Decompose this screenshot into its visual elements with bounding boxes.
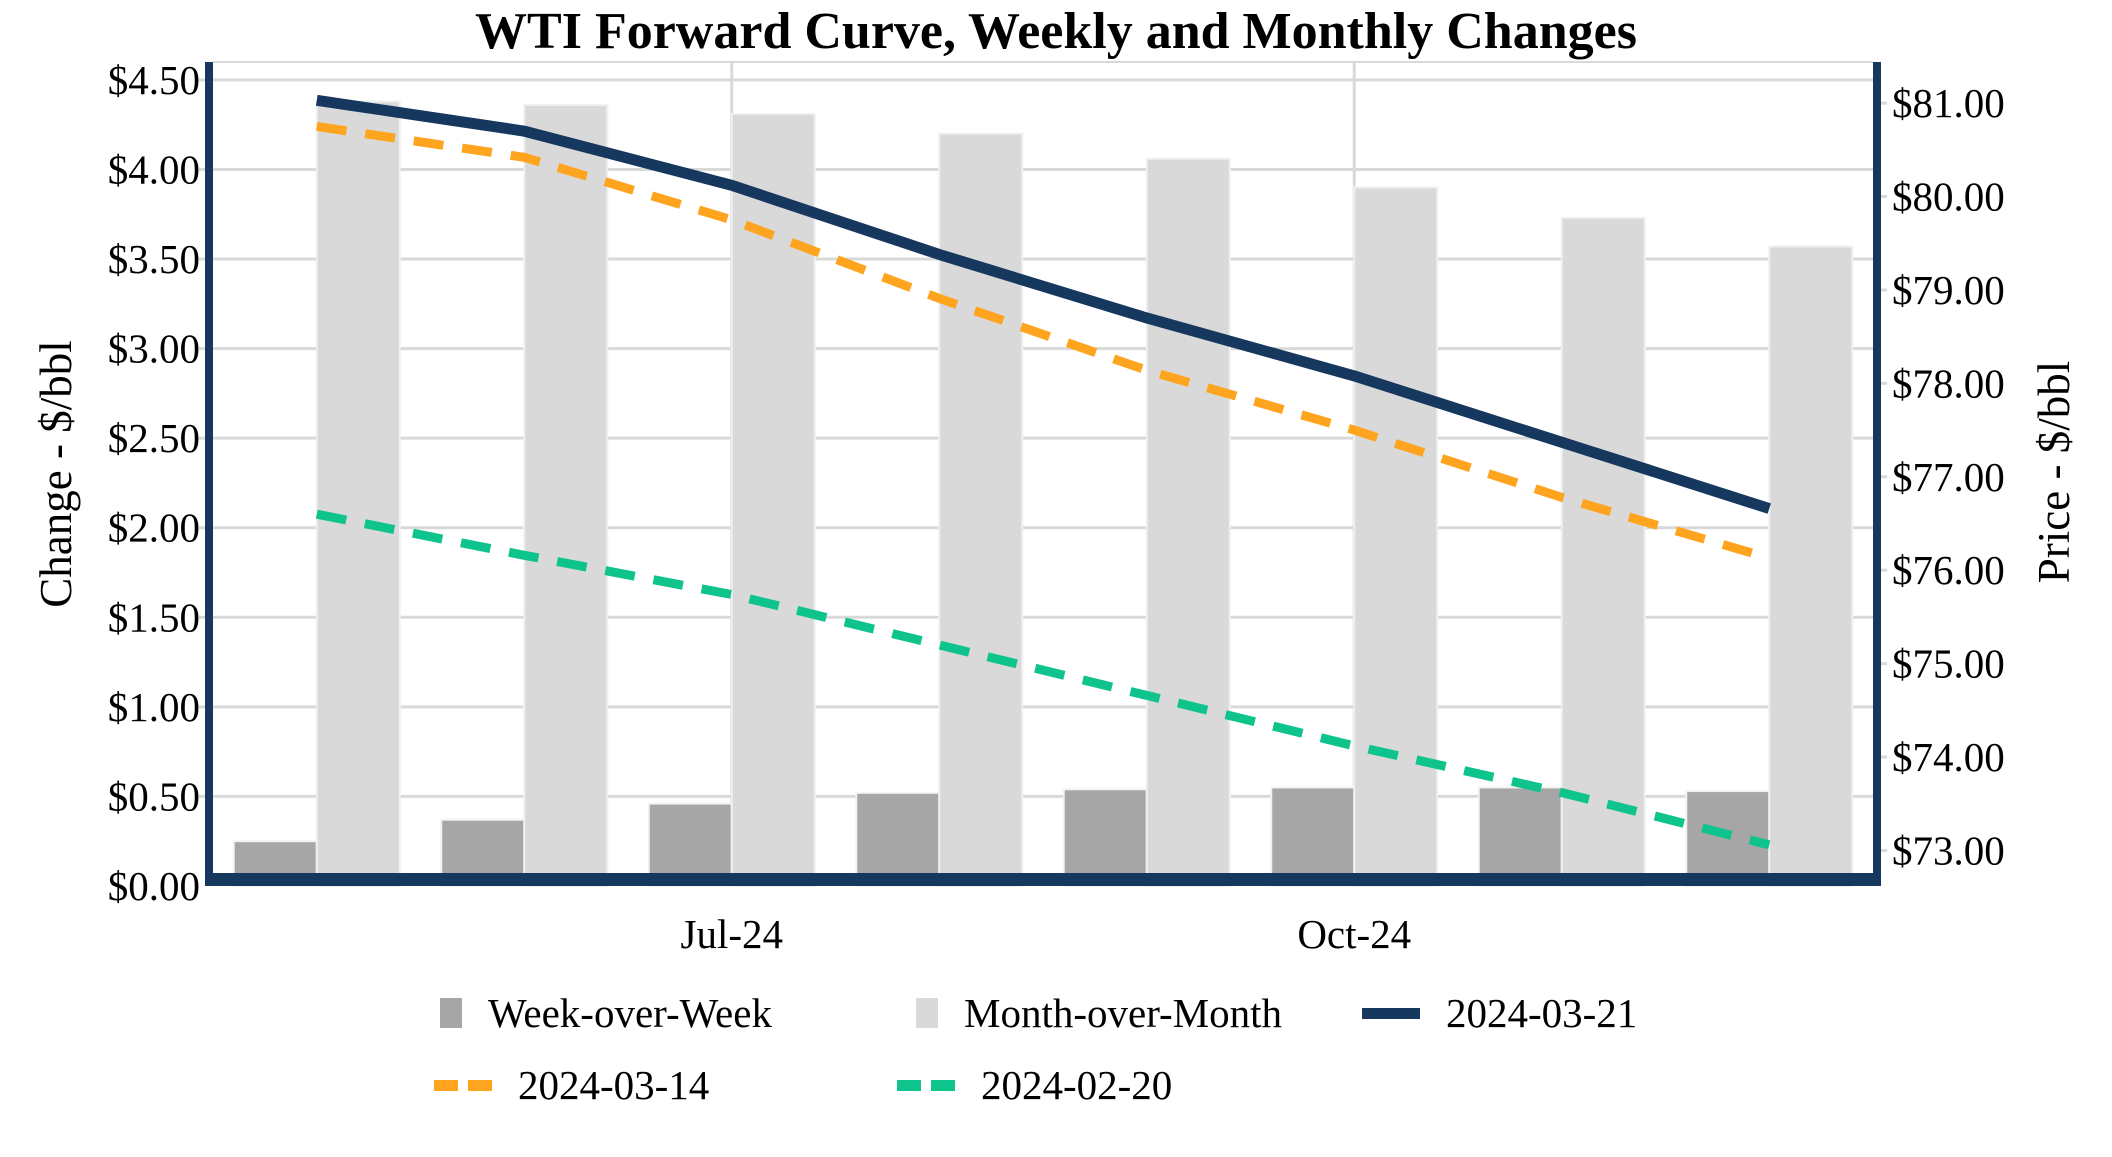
right-axis-tick-label: $77.00 bbox=[1892, 454, 2005, 500]
right-axis-tick-label: $75.00 bbox=[1892, 641, 2005, 687]
left-axis-spine bbox=[205, 62, 213, 886]
bar-month-over-month bbox=[315, 100, 401, 888]
left-axis-title: Change - $/bbl bbox=[31, 340, 81, 608]
dashed-line-swatch-icon bbox=[434, 1079, 492, 1091]
dashed-line-swatch-icon bbox=[897, 1079, 955, 1091]
left-axis-tick-label: $2.00 bbox=[108, 505, 200, 551]
left-axis-tick-label: $4.50 bbox=[108, 57, 200, 103]
legend-item-week-over-week: Week-over-Week bbox=[440, 990, 772, 1036]
right-axis-tick-label: $80.00 bbox=[1892, 174, 2005, 220]
bar-week-over-week bbox=[855, 791, 941, 887]
line-2024-03-14 bbox=[316, 122, 1771, 563]
legend-label: 2024-03-14 bbox=[518, 1062, 710, 1108]
legend-item-2024-02-20: 2024-02-20 bbox=[897, 1062, 1172, 1108]
chart-title: WTI Forward Curve, Weekly and Monthly Ch… bbox=[475, 3, 1637, 60]
x-axis-tick-label: Oct-24 bbox=[1297, 911, 1411, 957]
bar-week-over-week bbox=[1477, 786, 1563, 888]
x-axis-tick-label: Jul-24 bbox=[681, 911, 784, 957]
legend-item-2024-03-14: 2024-03-14 bbox=[434, 1062, 709, 1108]
week-over-week-swatch-icon bbox=[440, 998, 462, 1028]
left-axis-tick-label: $3.50 bbox=[108, 236, 200, 282]
bar-week-over-week bbox=[1062, 788, 1148, 888]
legend-label: 2024-02-20 bbox=[981, 1062, 1173, 1108]
right-axis-tick-label: $78.00 bbox=[1892, 360, 2005, 406]
left-axis-tick-label: $4.00 bbox=[108, 146, 200, 192]
right-axis-spine bbox=[1873, 62, 1881, 886]
bar-month-over-month bbox=[1353, 186, 1439, 888]
left-axis-tick-label: $2.50 bbox=[108, 415, 200, 461]
left-axis-tick-label: $3.00 bbox=[108, 326, 200, 372]
left-axis-tick-label: $0.50 bbox=[108, 773, 200, 819]
month-over-month-swatch-icon bbox=[916, 998, 938, 1028]
legend-item-2024-03-21: 2024-03-21 bbox=[1362, 990, 1637, 1036]
bar-month-over-month bbox=[730, 112, 816, 888]
right-axis-tick-label: $79.00 bbox=[1892, 267, 2005, 313]
bar-month-over-month bbox=[1145, 157, 1231, 888]
bar-month-over-month bbox=[523, 103, 609, 887]
legend-label: 2024-03-21 bbox=[1446, 990, 1638, 1036]
bar-month-over-month bbox=[1560, 216, 1646, 887]
bar-month-over-month bbox=[938, 132, 1024, 888]
legend-item-month-over-month: Month-over-Month bbox=[916, 990, 1282, 1036]
right-axis-title: Price - $/bbl bbox=[2029, 360, 2079, 584]
left-axis-tick-label: $1.00 bbox=[108, 684, 200, 730]
right-axis-tick-label: $81.00 bbox=[1892, 80, 2005, 126]
right-axis-tick-label: $76.00 bbox=[1892, 547, 2005, 593]
left-axis-tick-label: $1.50 bbox=[108, 594, 200, 640]
right-axis-tick-label: $73.00 bbox=[1892, 827, 2005, 873]
bar-week-over-week bbox=[1270, 786, 1356, 888]
legend-label: Month-over-Month bbox=[964, 990, 1283, 1036]
bottom-axis-spine bbox=[205, 873, 1881, 886]
left-axis-tick-label: $0.00 bbox=[108, 863, 200, 909]
solid-line-swatch-icon bbox=[1362, 1007, 1420, 1019]
right-axis-tick-label: $74.00 bbox=[1892, 734, 2005, 780]
line-2024-02-20 bbox=[315, 509, 1771, 850]
line-2024-03-21 bbox=[315, 94, 1771, 514]
bar-month-over-month bbox=[1768, 245, 1854, 888]
bar-week-over-week bbox=[647, 802, 733, 887]
legend-label: Week-over-Week bbox=[488, 990, 772, 1036]
